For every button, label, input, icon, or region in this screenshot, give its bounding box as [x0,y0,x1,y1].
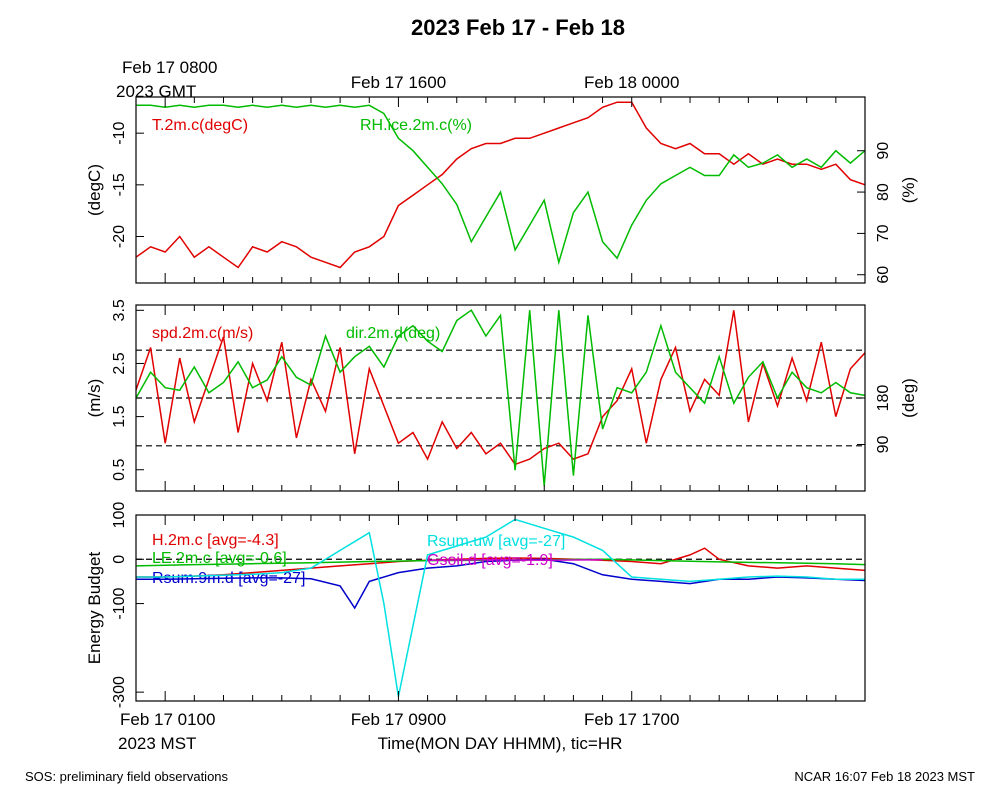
y-tick-label-left: 2.5 [111,352,128,374]
series-line-2-0 [136,547,865,578]
chart-panels: T.2m.c(degC) RH.ice.2m.c(%) -10 -15 -20 (degC… [85,58,918,753]
y-tick-label-left: 3.5 [111,299,128,321]
y-tick-label-right: 180 [875,385,892,412]
top-axis-tick-label: Feb 18 0000 [584,73,679,92]
y-axis-label-right: (deg) [899,378,918,418]
legend-entry: Rsum.uw [avg=-27] [427,533,565,550]
y-tick-label-left: 100 [111,502,128,529]
bottom-axis-tick-label: Feb 17 1700 [584,710,679,729]
bottom-axis-tick-label: Feb 17 0100 [120,710,215,729]
legend-entry: dir.2m.d(deg) [346,325,440,342]
top-axis-tick-label: Feb 17 1600 [351,73,446,92]
legend-entry: RH.ice.2m.c(%) [360,117,472,134]
y-tick-label-left: -300 [111,676,128,708]
y-axis-label-left: Energy Budget [85,551,104,664]
legend-entry: Gsoil.d [avg=-1.9] [427,552,553,569]
y-axis-label-right: (%) [899,177,918,203]
series-line-2-2 [136,558,865,610]
y-tick-label-right: 60 [875,266,892,284]
series-line-2-3 [136,518,865,697]
series-line-2-4 [427,558,603,561]
y-axis-label-left: (m/s) [85,379,104,418]
top-axis-tick-label: Feb 17 0800 [122,58,217,77]
panel-temperature-humidity: T.2m.c(degC) RH.ice.2m.c(%) -10 -15 -20 (degC… [85,96,918,284]
legend-entry: Rsum.9m.d [avg=-27] [152,570,305,587]
y-tick-label-left: -10 [111,122,128,145]
legend-entry: LE.2m.c [avg=-0.6] [152,550,287,567]
footer-left: SOS: preliminary field observations [25,769,229,784]
x-axis-label: Time(MON DAY HHMM), tic=HR [378,734,623,753]
panel-frame [135,96,866,284]
y-tick-label-left: -15 [111,173,128,196]
y-tick-label-right: 90 [875,436,892,454]
series-line-0-0 [136,101,865,269]
y-tick-label-right: 90 [875,142,892,160]
legend-entry: spd.2m.c(m/s) [152,325,253,342]
y-tick-label-left: -100 [111,587,128,619]
footer-right: NCAR 16:07 Feb 18 2023 MST [794,769,975,784]
top-axis-tick-label-2: 2023 GMT [116,82,196,101]
panel-energy-budget: H.2m.c [avg=-4.3]LE.2m.c [avg=-0.6] Rsum.… [85,502,866,708]
series-line-1-1 [136,309,865,486]
series-line-0-1 [136,104,865,266]
y-axis-label-left: (degC) [85,164,104,216]
y-tick-label-right: 70 [875,224,892,242]
panel-wind: spd.2m.c(m/s) dir.2m.d(deg) 0.5 1.5 2.5 3.5 (m… [85,299,918,492]
legend-entry: H.2m.c [avg=-4.3] [152,532,279,549]
legend-entry: T.2m.c(degC) [152,117,248,134]
y-tick-label-left: 0.5 [111,459,128,481]
panel-frame [135,514,866,702]
y-tick-label-left: 0 [111,555,128,564]
y-tick-label-right: 80 [875,183,892,201]
bottom-axis-tick-label-2: 2023 MST [118,734,196,753]
y-tick-label-left: 1.5 [111,405,128,427]
bottom-axis-tick-label: Feb 17 0900 [351,710,446,729]
y-tick-label-left: -20 [111,225,128,248]
chart-title: 2023 Feb 17 - Feb 18 [411,15,625,40]
